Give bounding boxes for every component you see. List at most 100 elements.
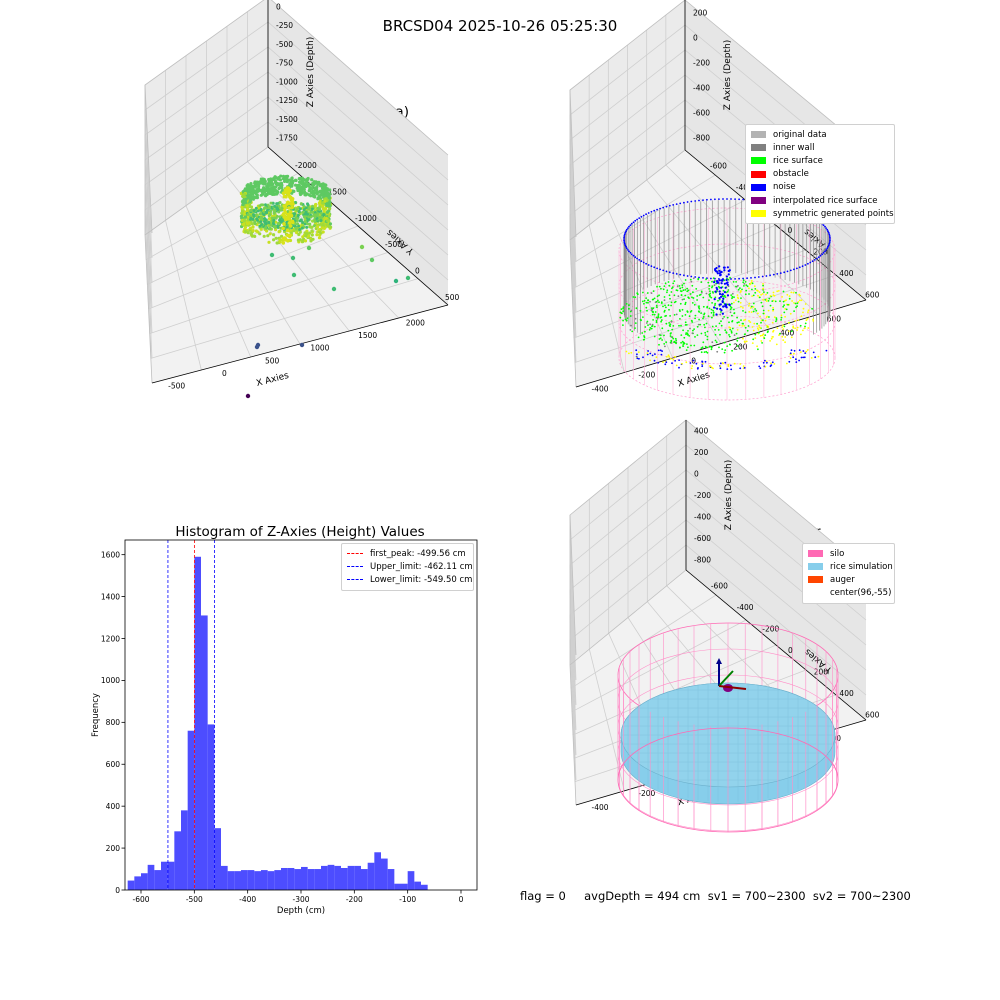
rice-surface-point <box>660 301 663 304</box>
rice-surface-point <box>745 284 748 287</box>
rice-surface-point <box>685 332 688 334</box>
rice-surface-point <box>705 292 708 295</box>
rice-surface-point <box>672 337 675 340</box>
rice-surface-point <box>795 361 798 363</box>
raw-point <box>249 182 253 186</box>
rice-surface-point <box>793 310 795 312</box>
rice-surface-point <box>620 312 623 314</box>
rice-surface-point <box>651 313 654 316</box>
rice-surface-point <box>670 340 673 343</box>
simulation-legend: silo rice simulation auger center(96,-55… <box>802 543 895 604</box>
noise-point <box>726 294 730 297</box>
rice-surface-point <box>679 318 681 320</box>
x-tick-label: -400 <box>592 803 609 812</box>
rice-surface-point <box>653 335 656 338</box>
raw-point <box>298 228 302 231</box>
noise-point <box>826 247 829 250</box>
rice-surface-point <box>703 323 706 326</box>
rice-surface-point <box>662 288 665 291</box>
noise-point <box>718 290 721 293</box>
rice-surface-point <box>739 363 742 365</box>
rice-surface-point <box>724 329 727 332</box>
rice-surface-point <box>708 299 710 302</box>
raw-point <box>281 241 286 245</box>
rice-surface-point <box>694 314 697 317</box>
rice-surface-point <box>742 310 744 312</box>
y-tick-label: 0 <box>415 267 420 276</box>
rice-surface-point <box>726 303 729 306</box>
noise-point <box>798 266 801 269</box>
rice-surface-point <box>762 309 765 312</box>
rice-surface-point <box>783 325 786 328</box>
rice-surface-point <box>727 289 730 291</box>
rice-surface-point <box>692 277 695 280</box>
rice-surface-point <box>715 325 717 327</box>
grid-line <box>144 121 449 359</box>
raw-point <box>296 222 300 226</box>
rice-surface-point <box>741 325 744 327</box>
rice-surface-point <box>763 291 765 293</box>
rice-surface-point <box>696 334 699 336</box>
rice-surface-point <box>657 362 659 364</box>
rice-surface-point <box>687 330 689 332</box>
noise-point <box>734 278 736 280</box>
noise-point <box>726 283 729 286</box>
rice-surface-point <box>702 296 705 299</box>
rice-surface-point <box>679 302 682 305</box>
rice-surface-point <box>684 303 687 306</box>
noise-point <box>683 201 685 204</box>
rice-surface-point <box>710 308 713 311</box>
rice-surface-point <box>635 307 638 310</box>
rice-surface-point <box>756 345 758 348</box>
noise-point <box>723 266 726 269</box>
noise-point <box>713 281 716 284</box>
rice-surface-point <box>658 294 660 297</box>
grid-line <box>569 519 867 756</box>
rice-surface-point <box>654 353 656 355</box>
noise-point <box>713 306 716 309</box>
raw-point <box>319 183 323 187</box>
noise-point <box>627 249 629 251</box>
rice-surface-point <box>680 334 683 336</box>
noise-point <box>716 272 719 275</box>
noise-point <box>694 200 697 202</box>
rice-surface-point <box>625 303 628 305</box>
rice-surface-point <box>762 361 765 364</box>
histogram-bar <box>347 865 355 890</box>
rice-surface-point <box>681 286 684 289</box>
raw-point <box>290 198 294 203</box>
raw-point <box>260 223 264 226</box>
raw-point <box>242 222 246 226</box>
y-tick-label: -1500 <box>325 188 347 197</box>
raw-point <box>304 210 308 214</box>
rice-surface-point <box>729 311 732 314</box>
rice-surface-point <box>636 357 639 360</box>
raw-point <box>304 184 308 189</box>
raw-point <box>307 189 311 193</box>
noise-point <box>628 225 630 228</box>
raw-point <box>246 213 250 216</box>
rice-surface-point <box>666 289 669 292</box>
axis-edge <box>144 0 449 234</box>
rice-surface-point <box>657 313 660 316</box>
histogram-bar <box>134 876 141 890</box>
rice-surface-point <box>719 313 722 316</box>
rice-surface-point <box>655 304 658 307</box>
rice-surface-point <box>663 299 666 302</box>
grid-line <box>571 619 747 713</box>
histogram-bar <box>167 861 175 890</box>
histogram-bar <box>187 730 195 890</box>
raw-point <box>248 226 253 230</box>
noise-point <box>647 264 650 266</box>
noise-point <box>675 203 678 206</box>
rice-surface-point <box>696 295 699 297</box>
rice-surface-point <box>762 283 764 285</box>
raw-point <box>285 202 289 206</box>
noise-point <box>718 272 721 275</box>
noise-point <box>717 281 720 284</box>
rice-surface-point <box>772 294 775 297</box>
rice-surface-point <box>790 349 793 352</box>
noise-point <box>725 278 728 282</box>
panel3-title: Histogram of Z-Axies (Height) Values <box>175 524 425 540</box>
raw-point <box>313 187 317 192</box>
